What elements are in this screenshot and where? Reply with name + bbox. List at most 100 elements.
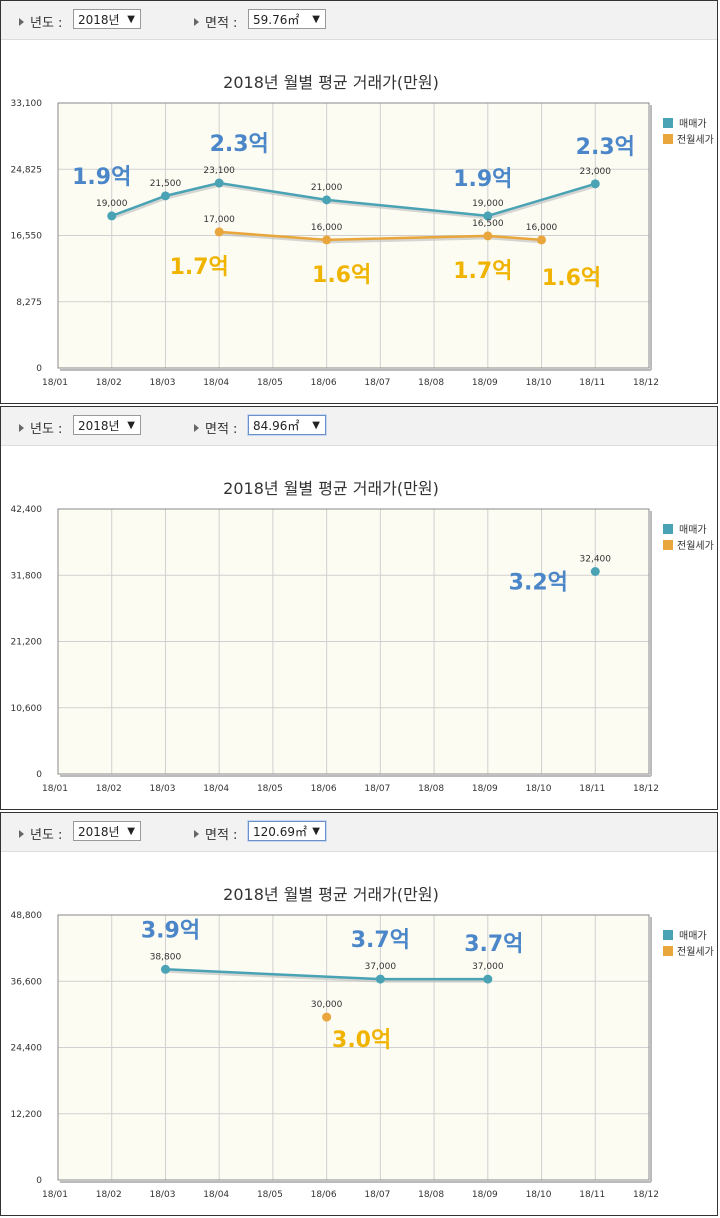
rent-series-point — [322, 1012, 332, 1022]
legend-label-sale: 매매가 — [679, 524, 707, 536]
data-label: 23,100 — [203, 166, 235, 176]
year-filter-label: 년도 : — [19, 418, 62, 437]
triangle-right-icon — [19, 424, 24, 432]
y-tick-label: 36,600 — [11, 977, 43, 987]
x-tick-label: 18/05 — [257, 378, 283, 388]
price-annotation: 3.7억 — [351, 928, 410, 953]
legend-label-rent: 전월세가 — [677, 946, 714, 958]
triangle-right-icon — [19, 830, 24, 838]
chart-panel-2: 년도 : 2018년 ▼ 면적 : 84.96㎡ ▼ 2018년 월별 평균 거래가… — [0, 406, 718, 810]
x-tick-label: 18/07 — [364, 784, 390, 794]
y-tick-label: 10,600 — [11, 704, 43, 714]
price-annotation: 3.0억 — [332, 1028, 391, 1053]
year-select[interactable]: 2018년 ▼ — [73, 9, 141, 29]
triangle-right-icon — [19, 18, 24, 26]
x-tick-label: 18/05 — [257, 1190, 283, 1200]
sale-series-point — [590, 567, 600, 576]
legend-swatch-rent — [663, 134, 673, 144]
plot-frame — [57, 508, 650, 775]
legend-swatch-sale — [663, 930, 673, 940]
price-annotation: 2.3억 — [210, 132, 269, 157]
sale-series-point — [322, 195, 332, 205]
sale-series-point — [375, 974, 385, 984]
data-label: 19,000 — [472, 199, 504, 209]
x-tick-label: 18/11 — [579, 784, 605, 794]
y-tick-label: 48,800 — [11, 911, 43, 921]
line-chart: 2018년 월별 평균 거래가(만원) 18/01 18/02 18/03 18/04 1… — [11, 73, 714, 388]
rent-series-point — [483, 231, 493, 241]
data-label: 37,000 — [472, 962, 504, 972]
x-tick-label: 18/12 — [633, 784, 659, 794]
area-filter-label: 면적 : — [194, 12, 237, 31]
chart-panel-3: 년도 : 2018년 ▼ 면적 : 120.69㎡ ▼ 2018년 월별 평균 거래… — [0, 812, 718, 1216]
data-label: 17,000 — [203, 215, 235, 225]
plot-frame — [57, 102, 650, 369]
x-tick-label: 18/10 — [526, 784, 552, 794]
data-label: 16,000 — [311, 223, 343, 233]
dropdown-arrow-icon: ▼ — [127, 14, 135, 25]
area-select[interactable]: 84.96㎡ ▼ — [248, 415, 326, 435]
area-select[interactable]: 59.76㎡ ▼ — [248, 9, 326, 29]
y-tick-label: 24,400 — [11, 1044, 43, 1054]
price-annotation: 3.2억 — [509, 571, 568, 596]
year-filter-label: 년도 : — [19, 824, 62, 843]
dropdown-arrow-icon: ▼ — [127, 420, 135, 431]
y-tick-label: 12,200 — [11, 1110, 43, 1120]
x-tick-label: 18/02 — [96, 1190, 122, 1200]
sale-series-point — [107, 211, 117, 221]
x-tick-label: 18/03 — [149, 1190, 175, 1200]
x-tick-label: 18/06 — [311, 378, 337, 388]
area-select[interactable]: 120.69㎡ ▼ — [248, 821, 326, 841]
x-tick-label: 18/06 — [311, 1190, 337, 1200]
legend-label-rent: 전월세가 — [677, 540, 714, 552]
dropdown-arrow-icon: ▼ — [312, 14, 320, 25]
price-annotation: 1.6억 — [312, 263, 371, 288]
x-tick-label: 18/01 — [42, 784, 68, 794]
x-tick-label: 18/10 — [526, 378, 552, 388]
chart-title: 2018년 월별 평균 거래가(만원) — [223, 885, 439, 904]
x-tick-label: 18/10 — [526, 1190, 552, 1200]
year-select[interactable]: 2018년 ▼ — [73, 415, 141, 435]
data-label: 23,000 — [580, 167, 612, 177]
x-tick-label: 18/06 — [311, 784, 337, 794]
data-label: 19,000 — [96, 199, 128, 209]
sale-series-shadow — [112, 183, 597, 220]
rent-series-point — [322, 235, 332, 245]
triangle-right-icon — [194, 18, 199, 26]
price-annotation: 3.7억 — [464, 932, 523, 957]
x-tick-label: 18/04 — [203, 784, 229, 794]
data-label: 16,500 — [472, 219, 504, 229]
x-tick-label: 18/08 — [418, 378, 444, 388]
x-tick-label: 18/01 — [42, 1190, 68, 1200]
chart-title: 2018년 월별 평균 거래가(만원) — [223, 479, 439, 498]
price-annotation: 1.9억 — [72, 165, 131, 190]
sale-series-point — [483, 211, 493, 221]
data-label: 32,400 — [580, 555, 612, 565]
x-tick-label: 18/04 — [203, 378, 229, 388]
data-label: 21,000 — [311, 183, 343, 193]
x-tick-label: 18/01 — [42, 378, 68, 388]
data-label: 38,800 — [150, 952, 182, 962]
filter-toolbar: 년도 : 2018년 ▼ 면적 : 84.96㎡ ▼ — [1, 407, 717, 446]
y-tick-label: 16,550 — [11, 232, 43, 242]
filter-toolbar: 년도 : 2018년 ▼ 면적 : 120.69㎡ ▼ — [1, 813, 717, 852]
price-annotation: 2.3억 — [576, 135, 635, 160]
legend-swatch-rent — [663, 946, 673, 956]
year-select[interactable]: 2018년 ▼ — [73, 821, 141, 841]
rent-series-line — [219, 230, 542, 242]
y-tick-label: 33,100 — [11, 99, 43, 109]
price-annotation: 1.7억 — [170, 255, 229, 280]
legend-swatch-sale — [663, 118, 673, 128]
chart-panel-1: 년도 : 2018년 ▼ 면적 : 59.76㎡ ▼ 2018년 월별 평균 거래가… — [0, 0, 718, 404]
x-tick-label: 18/11 — [579, 378, 605, 388]
x-tick-label: 18/02 — [96, 378, 122, 388]
x-tick-label: 18/12 — [633, 1190, 659, 1200]
x-tick-label: 18/03 — [149, 378, 175, 388]
rent-series-point — [214, 227, 224, 237]
x-tick-label: 18/09 — [472, 378, 498, 388]
year-filter-label: 년도 : — [19, 12, 62, 31]
y-tick-label: 42,400 — [11, 505, 43, 515]
sale-series-point — [160, 964, 170, 974]
triangle-right-icon — [194, 424, 199, 432]
x-tick-label: 18/11 — [579, 1190, 605, 1200]
